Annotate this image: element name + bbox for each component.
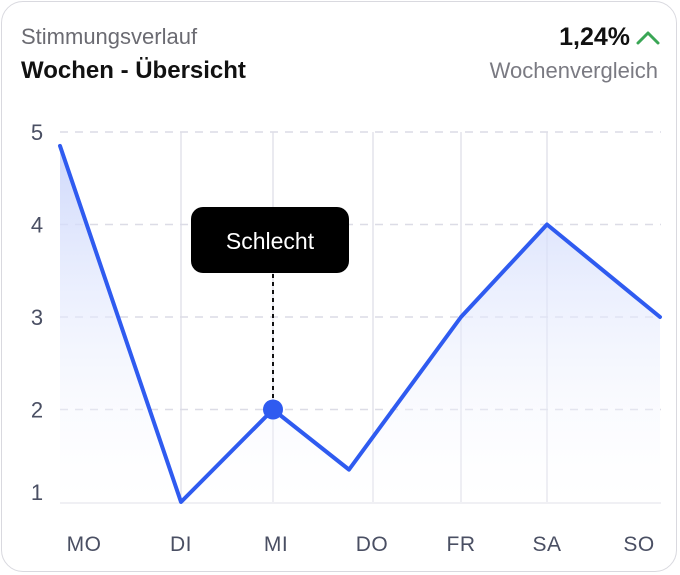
y-tick-label: 3 (31, 305, 43, 330)
tooltip-box (191, 207, 349, 273)
card-title: Wochen - Übersicht (21, 57, 246, 84)
change-percentage: 1,24% (559, 23, 630, 51)
tooltip-label: Schlecht (226, 228, 315, 254)
x-tick-label: SA (532, 533, 561, 556)
y-tick-label: 4 (31, 213, 43, 238)
card-subtitle: Stimmungsverlauf (21, 24, 198, 49)
x-tick-label: FR (447, 533, 476, 556)
x-tick-label: SO (623, 533, 654, 556)
chevron-up-icon (636, 31, 660, 45)
x-tick-label: DO (356, 533, 389, 556)
x-tick-label: DI (170, 533, 192, 556)
y-tick-label: 2 (31, 398, 43, 423)
y-tick-label: 5 (31, 120, 43, 145)
comparison-label: Wochenvergleich (489, 58, 658, 83)
area-fill (60, 145, 660, 502)
x-tick-label: MO (67, 533, 102, 556)
highlighted-data-point (263, 399, 283, 420)
y-tick-label: 1 (31, 480, 43, 505)
x-tick-label: MI (264, 533, 288, 556)
series-line (58, 143, 662, 504)
